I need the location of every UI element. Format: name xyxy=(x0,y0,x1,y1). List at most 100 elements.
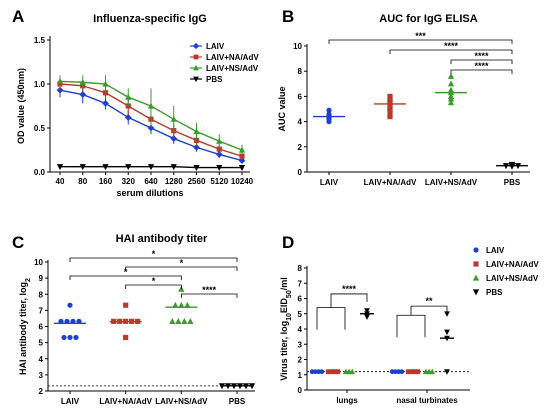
data-point xyxy=(332,369,337,375)
legend: LAIV LAIV+NA/AdV LAIV+NS/AdV PBS xyxy=(190,42,259,84)
legend-marker xyxy=(473,247,479,253)
x-tick-label: 320 xyxy=(122,177,136,186)
chart-title: HAI antibody titer xyxy=(116,233,208,245)
x-tick-label: 2560 xyxy=(188,177,206,186)
data-point xyxy=(56,77,64,84)
y-tick-label: 0.5 xyxy=(34,124,46,133)
data-point xyxy=(79,164,86,171)
panel-d-chart: 0 1 2 3 4 5 6 7 8 lungs nasal turbinates Virus tite… xyxy=(279,246,539,405)
data-point xyxy=(147,164,155,171)
legend-label: LAIV+NS/AdV xyxy=(486,274,539,283)
legend-marker xyxy=(193,64,199,71)
panel-letter: D xyxy=(282,233,294,252)
data-point xyxy=(175,317,182,324)
group-bracket xyxy=(316,307,346,330)
data-point xyxy=(123,334,129,341)
x-axis-label: serum dilutions xyxy=(116,188,183,198)
data-point xyxy=(364,314,370,320)
x-tick-label: 640 xyxy=(144,177,158,186)
group-bracket xyxy=(396,314,426,338)
data-point xyxy=(319,369,325,375)
significance-bracket xyxy=(125,266,238,271)
series-2 xyxy=(165,285,198,324)
y-tick-label: 6 xyxy=(39,323,44,332)
panel-letter: C xyxy=(12,233,24,252)
data-point xyxy=(102,164,109,171)
data-point xyxy=(329,369,334,375)
data-point xyxy=(412,369,417,375)
data-point xyxy=(193,165,200,171)
y-tick-label: 2 xyxy=(298,356,303,365)
y-axis-label-text: HAI antibody titer, log xyxy=(18,282,28,375)
data-point xyxy=(67,302,73,308)
y-axis-label-part: Virus titer, log xyxy=(279,321,289,381)
y-axis-label: HAI antibody titer, log2 xyxy=(18,278,32,375)
series-3 xyxy=(496,161,528,170)
x-tick-label: LAIV+NS/AdV xyxy=(155,397,208,406)
series-3 xyxy=(56,164,246,171)
y-axis-label-part: 50 xyxy=(286,290,293,298)
data-point xyxy=(124,114,132,121)
data-point xyxy=(447,72,455,79)
data-point xyxy=(170,115,177,122)
significance-label: **** xyxy=(444,41,459,51)
data-point xyxy=(326,116,332,122)
data-point xyxy=(239,153,245,159)
series-0 xyxy=(54,302,86,341)
data-point xyxy=(326,111,332,117)
series-3 xyxy=(360,308,454,375)
data-point xyxy=(447,80,455,87)
data-point xyxy=(178,301,185,308)
data-point xyxy=(387,110,393,116)
significance-bracket xyxy=(69,257,238,262)
series-0 xyxy=(313,107,345,125)
significance-label: **** xyxy=(474,61,489,71)
y-tick-label: 0 xyxy=(298,168,303,177)
panel-c-chart: HAI antibody titer 2 3 4 5 6 7 8 9 10 LAIV LAIV+NA/… xyxy=(18,233,256,406)
y-axis-label-part: EID xyxy=(279,298,289,314)
data-point xyxy=(429,368,436,375)
significance-bracket xyxy=(389,49,513,54)
data-point xyxy=(123,302,129,308)
data-point xyxy=(409,369,414,375)
data-point xyxy=(238,146,246,153)
data-point xyxy=(193,143,200,151)
data-point xyxy=(79,78,86,85)
y-tick-label: 10 xyxy=(34,258,43,267)
data-point xyxy=(387,113,393,120)
x-tick-label: nasal turbinates xyxy=(396,396,458,405)
x-tick-label: 5120 xyxy=(210,177,228,186)
panel-a-chart: Influenza-specific IgG 0.0 0.5 1.0 1.5 40 80 16… xyxy=(16,13,259,198)
data-point xyxy=(447,99,455,106)
y-tick-label: 0.0 xyxy=(34,168,46,177)
legend: LAIV LAIV+NA/AdV LAIV+NS/AdV PBS xyxy=(472,246,539,297)
x-tick-label: 40 xyxy=(56,177,65,186)
data-point xyxy=(61,334,67,341)
y-axis-label: OD value (450nm) xyxy=(16,68,26,144)
y-tick-label: 3 xyxy=(298,340,303,349)
series-3 xyxy=(218,383,256,390)
legend-label: PBS xyxy=(206,75,223,84)
y-tick-label: 0 xyxy=(298,386,303,395)
legend-label: LAIV+NA/AdV xyxy=(206,53,259,62)
data-point xyxy=(415,369,421,375)
y-tick-label: 3 xyxy=(39,371,44,380)
data-point xyxy=(508,161,516,168)
chart-title: Influenza-specific IgG xyxy=(93,13,207,25)
significance-label: **** xyxy=(474,51,489,61)
significance-bracket xyxy=(330,293,368,308)
series-0 xyxy=(56,83,246,164)
y-tick-label: 2 xyxy=(298,143,303,152)
significance-bracket xyxy=(450,69,513,74)
data-point xyxy=(187,317,194,324)
data-point xyxy=(444,329,450,336)
significance-brackets: ****** xyxy=(316,284,448,338)
data-point xyxy=(238,165,246,171)
significance-label: ** xyxy=(425,296,433,306)
data-point xyxy=(170,164,177,171)
y-axis-label: Virus titer, log10EID50/ml xyxy=(279,277,293,380)
legend-marker xyxy=(193,54,199,60)
data-point xyxy=(349,368,356,375)
significance-label: * xyxy=(152,249,156,259)
